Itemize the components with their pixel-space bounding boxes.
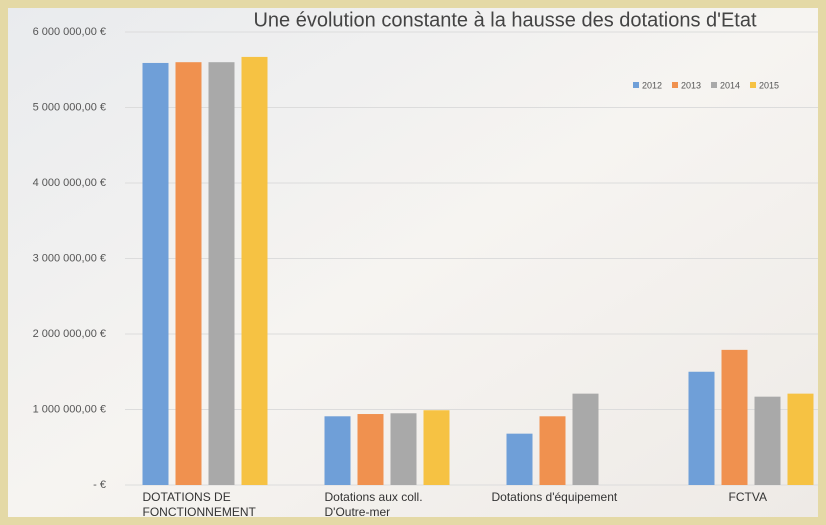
bar [241, 56, 268, 485]
bar [357, 414, 384, 485]
legend-label: 2015 [759, 80, 779, 90]
bar [754, 396, 781, 485]
legend-label: 2012 [642, 80, 662, 90]
bar [506, 433, 533, 485]
bar [142, 62, 169, 486]
legend-swatch [672, 82, 678, 88]
legend-swatch [633, 82, 639, 88]
x-tick-label: Dotations aux coll. D'Outre-mer [324, 490, 423, 519]
x-tick-label: Dotations d'équipement [491, 490, 618, 504]
y-tick-label: 1 000 000,00 € [33, 403, 106, 415]
chart-title: Une évolution constante à la hausse des … [253, 9, 756, 31]
legend-swatch [711, 82, 717, 88]
y-tick-label: 6 000 000,00 € [33, 26, 106, 38]
bar [390, 413, 417, 485]
y-tick-label: 4 000 000,00 € [33, 177, 106, 189]
y-tick-label: 2 000 000,00 € [33, 328, 106, 340]
y-tick-label: 5 000 000,00 € [33, 101, 106, 113]
legend-label: 2013 [681, 80, 701, 90]
y-tick-label: - € [93, 479, 106, 491]
bar [423, 410, 450, 485]
bar [572, 393, 599, 485]
bar [688, 371, 715, 485]
x-tick-label: DOTATIONS DE FONCTIONNEMENT [142, 490, 256, 519]
y-tick-label: 3 000 000,00 € [33, 252, 106, 264]
bar [208, 62, 235, 485]
bar [175, 62, 202, 485]
x-tick-label: FCTVA [728, 490, 767, 504]
bar [324, 416, 351, 485]
bar [787, 393, 814, 485]
legend-label: 2014 [720, 80, 740, 90]
legend-swatch [750, 82, 756, 88]
bar [721, 349, 748, 485]
bar [539, 416, 566, 485]
